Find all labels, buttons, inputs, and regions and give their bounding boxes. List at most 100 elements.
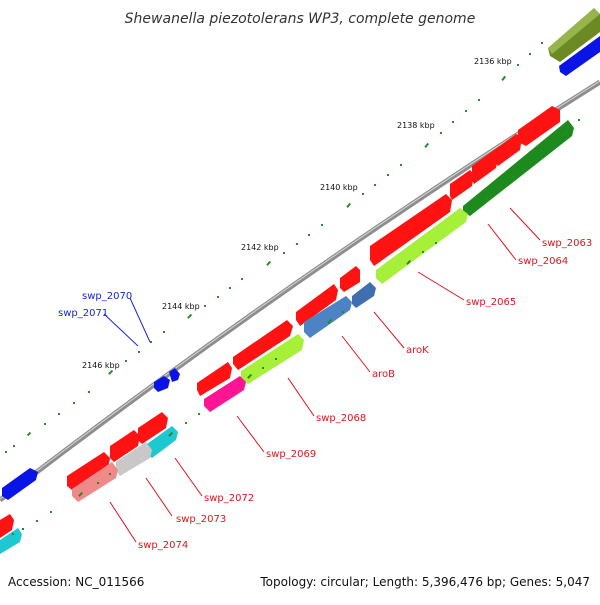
leader-swp_2070: [129, 297, 151, 343]
gene-swp_2068-body[interactable]: [233, 320, 293, 370]
leader-swp_2071: [103, 313, 139, 347]
tick-dot: [97, 482, 99, 484]
tick-mark: [247, 373, 253, 379]
gene-top-right-blue[interactable]: [559, 36, 600, 76]
leader-swp_2072: [174, 457, 203, 497]
tick-mark: [266, 260, 272, 266]
tick-dot: [217, 296, 219, 298]
gene-swp_2065-body[interactable]: [370, 194, 452, 266]
tick-dot: [452, 121, 454, 123]
gene-swp_2070-body[interactable]: [154, 376, 170, 392]
tick-dot: [499, 186, 501, 188]
tick-dot: [88, 391, 90, 393]
kbp-label: 2142 kbp: [241, 243, 279, 252]
tick-dot: [283, 252, 285, 254]
gene-swp_2069-body[interactable]: [197, 362, 232, 396]
tick-dot: [36, 520, 38, 522]
tick-dot: [262, 367, 264, 369]
tick-mark: [346, 202, 352, 208]
gene-label-aroK[interactable]: aroK: [406, 345, 429, 356]
gene-left-edge-body[interactable]: [0, 514, 14, 538]
outer-tick-ring: [5, 42, 543, 453]
gene-aroK-body[interactable]: [340, 266, 360, 292]
tick-dot: [435, 242, 437, 244]
kbp-label: 2138 kbp: [397, 121, 435, 130]
tick-mark: [108, 369, 114, 375]
tick-mark: [78, 491, 84, 497]
kbp-label: 2144 kbp: [162, 302, 200, 311]
kbp-label: 2140 kbp: [320, 183, 358, 192]
gene-swp_2063-annot[interactable]: [463, 120, 574, 216]
label-leader-lines: [103, 207, 541, 543]
tick-dot: [308, 234, 310, 236]
gene-label-aroB[interactable]: aroB: [372, 369, 395, 380]
gene-swp_2065-b-body[interactable]: [450, 170, 474, 200]
leader-swp_2063: [509, 207, 541, 241]
gene-label-swp_2070[interactable]: swp_2070: [82, 291, 132, 302]
gene-swp_2072-body[interactable]: [138, 412, 168, 444]
gene-swp_2069-annot[interactable]: [204, 376, 246, 412]
gene-left-edge-annot[interactable]: [0, 528, 22, 554]
gene-top-right-olive[interactable]: [548, 8, 600, 62]
leader-swp_2069: [236, 415, 265, 453]
annotated-genes: [0, 120, 574, 554]
gene-label-swp_2072[interactable]: swp_2072: [204, 493, 254, 504]
gene-label-swp_2074[interactable]: swp_2074: [138, 540, 188, 551]
gene-aroB-annot[interactable]: [304, 296, 352, 338]
gene-swp_2065-annot[interactable]: [376, 208, 468, 284]
gene-left-reverse-body[interactable]: [2, 468, 38, 500]
gene-label-swp_2071[interactable]: swp_2071: [58, 308, 108, 319]
tick-dot: [512, 176, 514, 178]
gene-label-swp_2068[interactable]: swp_2068: [316, 413, 366, 424]
gene-swp_2074-annot[interactable]: [72, 462, 118, 502]
tick-dot: [541, 42, 543, 44]
tick-dot: [198, 413, 200, 415]
tick-dot: [12, 533, 14, 535]
tick-dot: [517, 64, 519, 66]
tick-dot: [241, 278, 243, 280]
gene-label-swp_2065[interactable]: swp_2065: [466, 297, 516, 308]
gene-swp_2071-body[interactable]: [169, 368, 180, 382]
gene-swp_2073-body[interactable]: [110, 430, 140, 462]
gene-aroB-body[interactable]: [296, 284, 338, 326]
gene-label-swp_2064[interactable]: swp_2064: [518, 256, 568, 267]
kbp-label: 2136 kbp: [474, 57, 512, 66]
gene-swp_2074-body[interactable]: [67, 452, 110, 490]
inner-tick-ring: [12, 119, 580, 535]
leader-swp_2065: [417, 271, 465, 301]
tick-mark: [424, 142, 430, 148]
leader-swp_2064: [487, 223, 517, 261]
gene-swp_2063-body[interactable]: [518, 106, 560, 146]
gene-swp_2068-annot[interactable]: [241, 334, 304, 384]
tick-dot: [362, 193, 364, 195]
gene-swp_2065-a-body[interactable]: [472, 150, 498, 184]
gene-swp_2064-body[interactable]: [494, 134, 522, 166]
tick-dot: [374, 184, 376, 186]
gene-label-swp_2063[interactable]: swp_2063: [542, 238, 592, 249]
tick-dot: [275, 358, 277, 360]
reverse-strand-genes: [2, 368, 180, 500]
leader-swp_2073: [145, 477, 173, 517]
tick-dot: [422, 251, 424, 253]
gene-label-swp_2069[interactable]: swp_2069: [266, 449, 316, 460]
genome-summary-text: Topology: circular; Length: 5,396,476 bp…: [259, 575, 590, 589]
forward-strand-genes: [0, 106, 560, 538]
gene-label-swp_2073[interactable]: swp_2073: [176, 514, 226, 525]
tick-mark: [501, 75, 507, 81]
tick-mark: [187, 313, 193, 319]
tick-dot: [229, 287, 231, 289]
gene-swp_2073-annot[interactable]: [116, 442, 152, 476]
tick-dot: [73, 402, 75, 404]
leader-aroK: [373, 311, 405, 349]
tick-dot: [465, 110, 467, 112]
accession-text: Accession: NC_011566: [8, 575, 144, 589]
tick-mark: [168, 431, 174, 437]
tick-dot: [5, 451, 7, 453]
tick-dot: [529, 53, 531, 55]
tick-dot: [478, 99, 480, 101]
tick-dot: [22, 528, 24, 530]
leader-aroB: [341, 335, 371, 373]
gene-aroK-annot[interactable]: [352, 282, 376, 308]
tick-dot: [58, 413, 60, 415]
